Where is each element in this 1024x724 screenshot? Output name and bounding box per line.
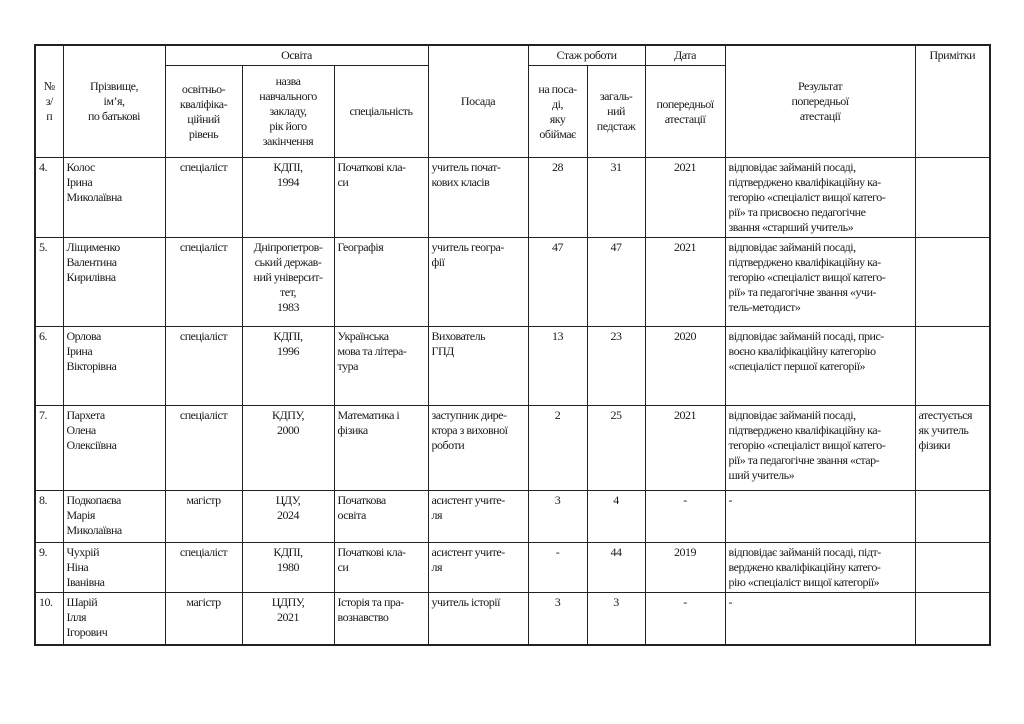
cell-result: відповідає займаній посаді, підт- вердже… (724, 542, 916, 593)
header-edu-school: назва навчального закладу, рік його закі… (241, 65, 335, 158)
cell-num: 8. (34, 490, 64, 543)
cell-name: Ліщименко Валентина Кирилівна (62, 237, 166, 327)
header-exp-total: загаль- ний педстаж (586, 65, 646, 158)
cell-num: 4. (34, 157, 64, 238)
cell-level: магістр (164, 490, 243, 543)
cell-result: відповідає займаній посаді, підтверджено… (724, 157, 916, 238)
cell-result: відповідає займаній посаді, підтверджено… (724, 237, 916, 327)
cell-date: 2021 (644, 237, 726, 327)
cell-level: спеціаліст (164, 405, 243, 491)
cell-specialty: Математика і фізика (333, 405, 429, 491)
header-result: Результат попередньої атестації (724, 44, 916, 158)
header-date: Дата (644, 44, 726, 66)
cell-exp-total: 25 (586, 405, 646, 491)
cell-level: спеціаліст (164, 542, 243, 593)
cell-name: Орлова Ірина Вікторівна (62, 326, 166, 406)
header-name: Прізвище, ім’я, по батькові (62, 44, 166, 158)
cell-exp-total: 3 (586, 592, 646, 645)
cell-position: Вихователь ГПД (427, 326, 529, 406)
cell-position: заступник дире- ктора з виховної роботи (427, 405, 529, 491)
cell-school: КДПУ, 2000 (241, 405, 335, 491)
cell-level: спеціаліст (164, 237, 243, 327)
header-edu-level: освітньо- кваліфіка- ційний рівень (164, 65, 243, 158)
table-row: 10. Шарій Ілля Ігорович магістр ЦДПУ, 2021 І… (34, 592, 991, 645)
cell-name: Колос Ірина Миколаївна (62, 157, 166, 238)
table-row: 4. Колос Ірина Миколаївна спеціаліст КДПІ, … (34, 157, 991, 238)
cell-name: Подкопаєва Марія Миколаївна (62, 490, 166, 543)
table-row: 8. Подкопаєва Марія Миколаївна магістр ЦДУ,… (34, 490, 991, 543)
cell-notes (914, 326, 991, 406)
header-date-prev: попередньої атестації (644, 65, 726, 158)
header-education: Освіта (164, 44, 429, 66)
table-row: 6. Орлова Ірина Вікторівна спеціаліст КДПІ,… (34, 326, 991, 406)
cell-num: 7. (34, 405, 64, 491)
header-edu-specialty: спеціальність (333, 65, 429, 158)
cell-specialty: Початкова освіта (333, 490, 429, 543)
cell-name: Пархета Олена Олексіївна (62, 405, 166, 491)
cell-result: - (724, 490, 916, 543)
cell-school: ЦДПУ, 2021 (241, 592, 335, 645)
cell-exp-pos: 13 (527, 326, 588, 406)
cell-specialty: Історія та пра- вознавство (333, 592, 429, 645)
cell-school: Дніпропетров- ський держав- ний універси… (241, 237, 335, 327)
header-notes: Примітки (914, 44, 991, 158)
header-position: Посада (427, 44, 529, 158)
cell-exp-total: 47 (586, 237, 646, 327)
cell-exp-total: 23 (586, 326, 646, 406)
cell-specialty: Українська мова та літера- тура (333, 326, 429, 406)
table-row: 7. Пархета Олена Олексіївна спеціаліст КДПУ… (34, 405, 991, 491)
cell-level: спеціаліст (164, 326, 243, 406)
cell-exp-pos: - (527, 542, 588, 593)
table-row: 5. Ліщименко Валентина Кирилівна спеціаліс… (34, 237, 991, 327)
cell-notes (914, 592, 991, 645)
cell-notes (914, 490, 991, 543)
cell-num: 10. (34, 592, 64, 645)
cell-exp-total: 4 (586, 490, 646, 543)
cell-num: 9. (34, 542, 64, 593)
cell-school: КДПІ, 1980 (241, 542, 335, 593)
cell-specialty: Початкові кла- си (333, 157, 429, 238)
cell-position: асистент учите- ля (427, 490, 529, 543)
cell-notes (914, 237, 991, 327)
cell-school: КДПІ, 1994 (241, 157, 335, 238)
cell-exp-total: 31 (586, 157, 646, 238)
cell-result: відповідає займаній посаді, прис- воєно … (724, 326, 916, 406)
cell-date: 2021 (644, 157, 726, 238)
cell-specialty: Географія (333, 237, 429, 327)
cell-exp-pos: 3 (527, 490, 588, 543)
cell-date: - (644, 490, 726, 543)
cell-position: асистент учите- ля (427, 542, 529, 593)
cell-notes: атестується як учитель фізики (914, 405, 991, 491)
header-exp-position: на поса- ді, яку обіймає (527, 65, 588, 158)
cell-exp-pos: 3 (527, 592, 588, 645)
cell-date: - (644, 592, 726, 645)
header-num: № з/ п (34, 44, 64, 158)
cell-level: спеціаліст (164, 157, 243, 238)
cell-level: магістр (164, 592, 243, 645)
cell-exp-pos: 47 (527, 237, 588, 327)
cell-school: КДПІ, 1996 (241, 326, 335, 406)
cell-school: ЦДУ, 2024 (241, 490, 335, 543)
cell-notes (914, 542, 991, 593)
cell-name: Шарій Ілля Ігорович (62, 592, 166, 645)
cell-position: учитель геогра- фії (427, 237, 529, 327)
cell-exp-total: 44 (586, 542, 646, 593)
cell-position: учитель історії (427, 592, 529, 645)
cell-notes (914, 157, 991, 238)
cell-date: 2020 (644, 326, 726, 406)
cell-result: - (724, 592, 916, 645)
cell-position: учитель почат- кових класів (427, 157, 529, 238)
cell-date: 2019 (644, 542, 726, 593)
cell-exp-pos: 2 (527, 405, 588, 491)
cell-specialty: Початкові кла- си (333, 542, 429, 593)
cell-result: відповідає займаній посаді, підтверджено… (724, 405, 916, 491)
cell-num: 6. (34, 326, 64, 406)
table-row: 9. Чухрій Ніна Іванівна спеціаліст КДПІ, 19… (34, 542, 991, 593)
cell-num: 5. (34, 237, 64, 327)
cell-name: Чухрій Ніна Іванівна (62, 542, 166, 593)
attestation-table: № з/ п Прізвище, ім’я, по батькові Освіт… (34, 44, 992, 646)
header-experience: Стаж роботи (527, 44, 646, 66)
cell-date: 2021 (644, 405, 726, 491)
cell-exp-pos: 28 (527, 157, 588, 238)
